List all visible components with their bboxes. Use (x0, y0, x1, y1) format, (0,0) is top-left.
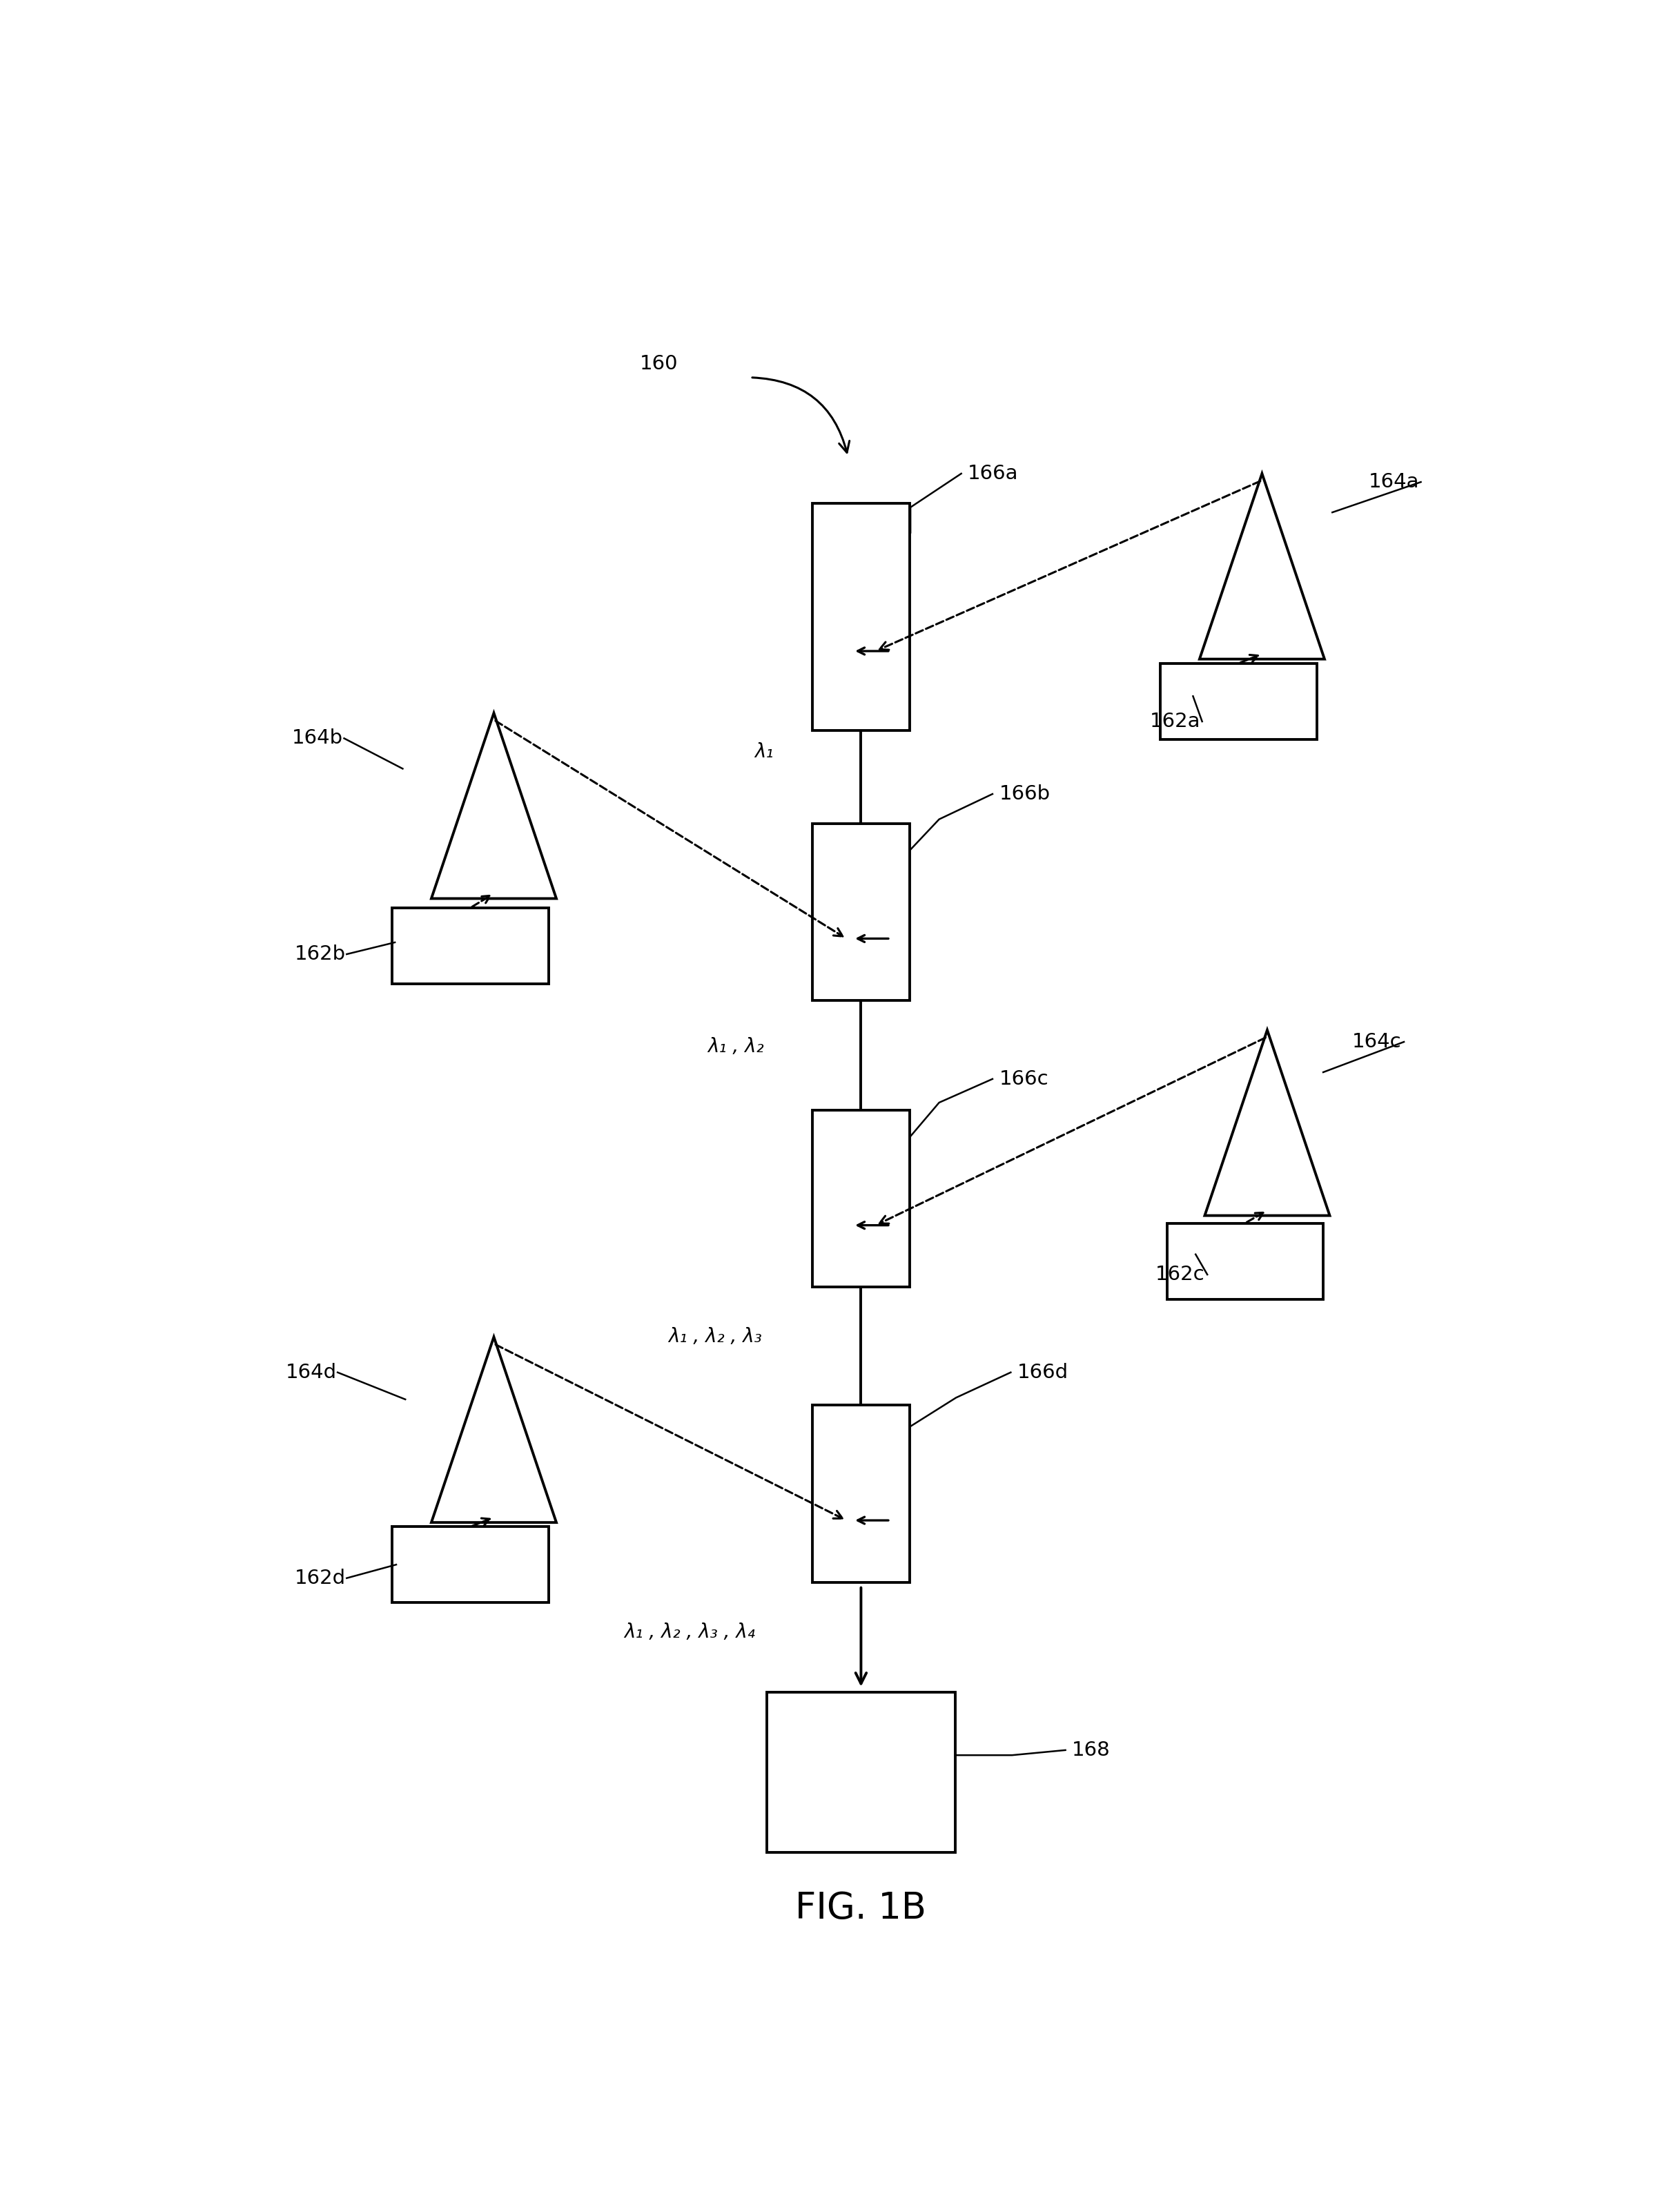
Text: λ₁ , λ₂ , λ₃ , λ₄: λ₁ , λ₂ , λ₃ , λ₄ (623, 1623, 754, 1642)
Text: 164b: 164b (292, 729, 343, 749)
Bar (1168, 1224, 1324, 1299)
Polygon shape (432, 1336, 556, 1522)
Polygon shape (1200, 473, 1324, 659)
Text: 166b: 166b (1000, 784, 1050, 804)
Bar (811, 504, 911, 731)
Bar (811, 1406, 911, 1583)
Polygon shape (1205, 1029, 1331, 1215)
Bar (766, 1693, 956, 1853)
Text: λ₁ , λ₂ , λ₃: λ₁ , λ₂ , λ₃ (669, 1327, 763, 1347)
Text: 166c: 166c (1000, 1069, 1048, 1088)
Text: 166a: 166a (968, 464, 1018, 484)
Text: 166d: 166d (1018, 1362, 1068, 1382)
Text: 164a: 164a (1369, 473, 1420, 493)
Text: λ₁ , λ₂: λ₁ , λ₂ (707, 1038, 764, 1056)
Text: 164c: 164c (1352, 1031, 1401, 1051)
Bar (811, 823, 911, 1001)
Text: 162a: 162a (1151, 712, 1201, 731)
Text: FIG. 1B: FIG. 1B (795, 1890, 927, 1927)
Polygon shape (432, 714, 556, 898)
Text: λ₁: λ₁ (754, 742, 773, 762)
Text: 162d: 162d (294, 1568, 346, 1588)
Bar (811, 1110, 911, 1288)
Text: 162b: 162b (294, 944, 346, 964)
Text: 164d: 164d (286, 1362, 336, 1382)
Text: 160: 160 (640, 355, 679, 374)
Text: 168: 168 (1072, 1741, 1110, 1761)
Bar (391, 1526, 548, 1603)
Bar (391, 909, 548, 983)
Text: 162c: 162c (1156, 1266, 1205, 1283)
Bar (1161, 664, 1317, 740)
